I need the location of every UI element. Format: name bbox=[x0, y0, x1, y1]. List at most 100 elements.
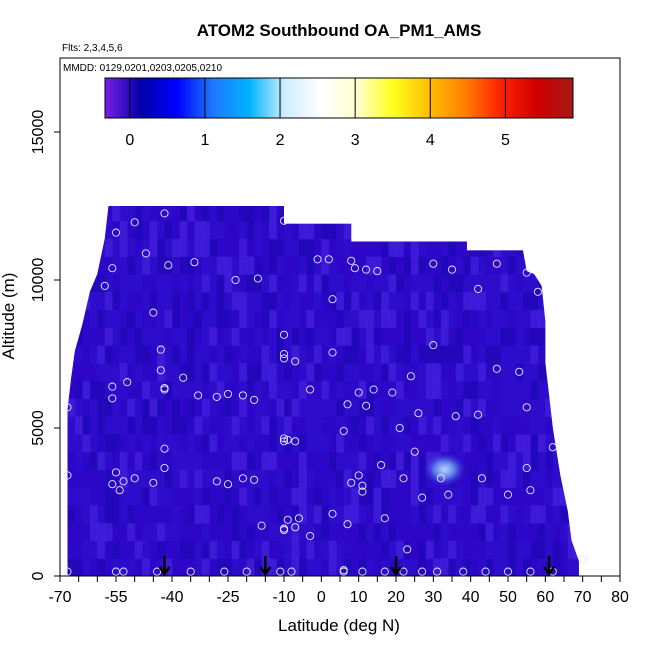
field-cell bbox=[97, 256, 106, 275]
field-cell bbox=[366, 206, 375, 222]
field-cell bbox=[97, 309, 106, 328]
field-cell bbox=[440, 540, 449, 559]
field-cell bbox=[567, 238, 576, 257]
field-cell bbox=[418, 220, 427, 240]
field-cell bbox=[89, 362, 98, 382]
field-cell bbox=[575, 238, 579, 257]
field-cell bbox=[74, 206, 83, 222]
field-cell bbox=[381, 309, 390, 328]
field-cell bbox=[545, 380, 554, 399]
field-cell bbox=[530, 291, 539, 311]
field-cell bbox=[485, 469, 494, 488]
field-cell bbox=[149, 256, 158, 275]
field-cell bbox=[522, 238, 531, 257]
field-cell bbox=[493, 398, 502, 417]
field-cell bbox=[351, 291, 360, 311]
field-cell bbox=[112, 416, 121, 435]
arrow-marker bbox=[389, 556, 403, 577]
field-cell bbox=[67, 505, 69, 524]
field-cell bbox=[396, 380, 405, 399]
field-cell bbox=[366, 220, 375, 240]
field-cell bbox=[321, 274, 330, 293]
field-cell bbox=[284, 291, 293, 311]
field-cell bbox=[448, 345, 457, 364]
field-cell bbox=[67, 451, 69, 471]
field-cell bbox=[284, 206, 293, 222]
field-cell bbox=[508, 291, 517, 311]
field-cell bbox=[373, 398, 382, 417]
field-cell bbox=[142, 256, 151, 275]
field-cell bbox=[343, 505, 352, 524]
sample-point bbox=[279, 354, 289, 363]
field-cell bbox=[440, 416, 449, 435]
field-cell bbox=[343, 416, 352, 435]
field-cell bbox=[127, 522, 136, 542]
field-cell bbox=[67, 274, 76, 293]
field-cell bbox=[142, 238, 151, 257]
field-cell bbox=[515, 309, 524, 328]
x-tick-label: -40 bbox=[160, 589, 183, 606]
field-cell bbox=[470, 416, 479, 435]
field-cell bbox=[583, 274, 591, 292]
field-cell bbox=[172, 291, 181, 311]
sample-point bbox=[362, 265, 371, 274]
sample-point bbox=[123, 378, 132, 387]
field-cell bbox=[328, 469, 337, 488]
field-cell bbox=[351, 345, 360, 364]
field-cell bbox=[276, 469, 285, 488]
field-cell bbox=[261, 522, 270, 542]
field-cell bbox=[567, 540, 576, 559]
field-cell bbox=[545, 327, 554, 346]
field-cell bbox=[239, 522, 248, 542]
x-tick-label: -25 bbox=[216, 589, 239, 606]
field-cell bbox=[179, 206, 188, 222]
field-cell bbox=[343, 451, 352, 471]
field-cell bbox=[179, 558, 188, 576]
field-cell bbox=[254, 398, 263, 417]
sample-point bbox=[291, 357, 300, 366]
sample-point bbox=[156, 345, 165, 354]
field-cell bbox=[433, 220, 442, 240]
field-cell bbox=[142, 380, 151, 399]
field-cell bbox=[224, 274, 233, 293]
field-cell bbox=[164, 309, 173, 328]
field-cell bbox=[306, 238, 315, 257]
field-cell bbox=[552, 558, 561, 576]
field-cell bbox=[433, 274, 442, 293]
field-cell bbox=[149, 327, 158, 346]
field-cell bbox=[463, 345, 472, 364]
field-cell bbox=[463, 274, 472, 293]
field-cell bbox=[157, 416, 166, 435]
field-cell bbox=[201, 469, 210, 488]
field-cell bbox=[321, 469, 330, 488]
field-cell bbox=[515, 522, 524, 542]
field-cell bbox=[567, 558, 576, 576]
field-cell bbox=[381, 505, 390, 524]
field-cell bbox=[231, 487, 240, 506]
field-cell bbox=[433, 327, 442, 346]
sample-point bbox=[231, 275, 240, 285]
field-cell bbox=[567, 416, 576, 435]
field-cell bbox=[157, 487, 166, 506]
field-cell bbox=[149, 469, 158, 488]
field-cell bbox=[269, 522, 278, 542]
x-tick-label: 20 bbox=[387, 589, 405, 606]
field-cell bbox=[127, 362, 136, 382]
field-cell bbox=[269, 416, 278, 435]
field-cell bbox=[104, 274, 113, 293]
field-cell bbox=[112, 274, 121, 293]
sample-point bbox=[186, 567, 195, 576]
field-cell bbox=[485, 345, 494, 364]
field-cell bbox=[157, 469, 166, 488]
field-cell bbox=[157, 522, 166, 542]
sample-point bbox=[153, 567, 162, 576]
field-cell bbox=[157, 505, 166, 524]
field-cell bbox=[470, 309, 479, 328]
field-cell bbox=[119, 540, 128, 559]
field-cell bbox=[418, 398, 427, 417]
field-cell bbox=[328, 416, 337, 435]
field-cell bbox=[284, 238, 293, 257]
field-cell bbox=[388, 327, 397, 346]
sample-point bbox=[492, 259, 501, 268]
field-cell bbox=[119, 206, 128, 222]
